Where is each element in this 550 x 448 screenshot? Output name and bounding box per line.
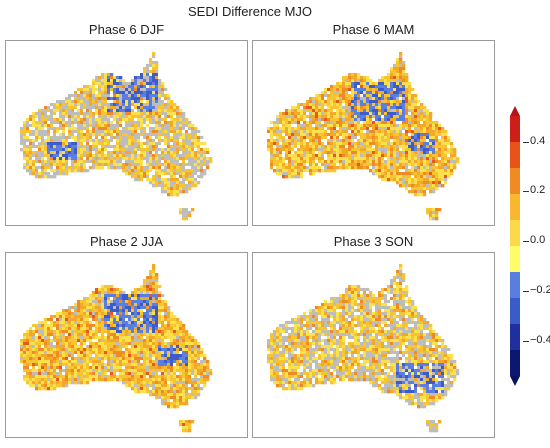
colorbar-label-5: −0.4 (530, 334, 550, 346)
colorbar-label-3: 0.0 (530, 234, 546, 246)
map-cells (267, 52, 460, 221)
colorbar-band (510, 194, 520, 221)
australia-map-2 (267, 52, 460, 221)
colorbar-label-1: 0.4 (530, 135, 546, 147)
panel-title-2: Phase 6 MAM (332, 22, 415, 37)
colorbar-band (510, 324, 520, 351)
map-panel-2 (252, 40, 495, 226)
panel-title-1: Phase 6 DJF (88, 22, 165, 37)
map-panel-1 (5, 40, 248, 226)
map-cells (20, 264, 213, 433)
colorbar-band (510, 116, 520, 143)
colorbar-bottom-arrow (510, 376, 520, 386)
colorbar-band (510, 272, 520, 299)
colorbar-tick-1 (523, 142, 529, 143)
panel-title-3: Phase 2 JJA (90, 234, 163, 249)
map-cells (20, 52, 213, 221)
australia-map-3 (20, 264, 213, 433)
map-cells (267, 264, 460, 433)
map-panel-4 (252, 252, 495, 438)
colorbar-band (510, 246, 520, 273)
main-title: SEDI Difference MJO (187, 4, 313, 19)
colorbar-tick-4 (523, 291, 529, 292)
colorbar-band (510, 168, 520, 195)
panel-title-4: Phase 3 SON (333, 234, 414, 249)
colorbar-label-2: 0.2 (530, 184, 546, 196)
colorbar-band (510, 220, 520, 247)
colorbar (510, 106, 520, 386)
colorbar-tick-3 (523, 241, 529, 242)
colorbar-band (510, 142, 520, 169)
colorbar-band (510, 298, 520, 325)
colorbar-band (510, 350, 520, 377)
australia-map-4 (267, 264, 460, 433)
colorbar-tick-2 (523, 191, 529, 192)
map-panel-3 (5, 252, 248, 438)
australia-map-1 (20, 52, 213, 221)
colorbar-top-arrow (510, 106, 520, 116)
colorbar-tick-5 (523, 341, 529, 342)
colorbar-label-4: −0.2 (530, 284, 550, 296)
